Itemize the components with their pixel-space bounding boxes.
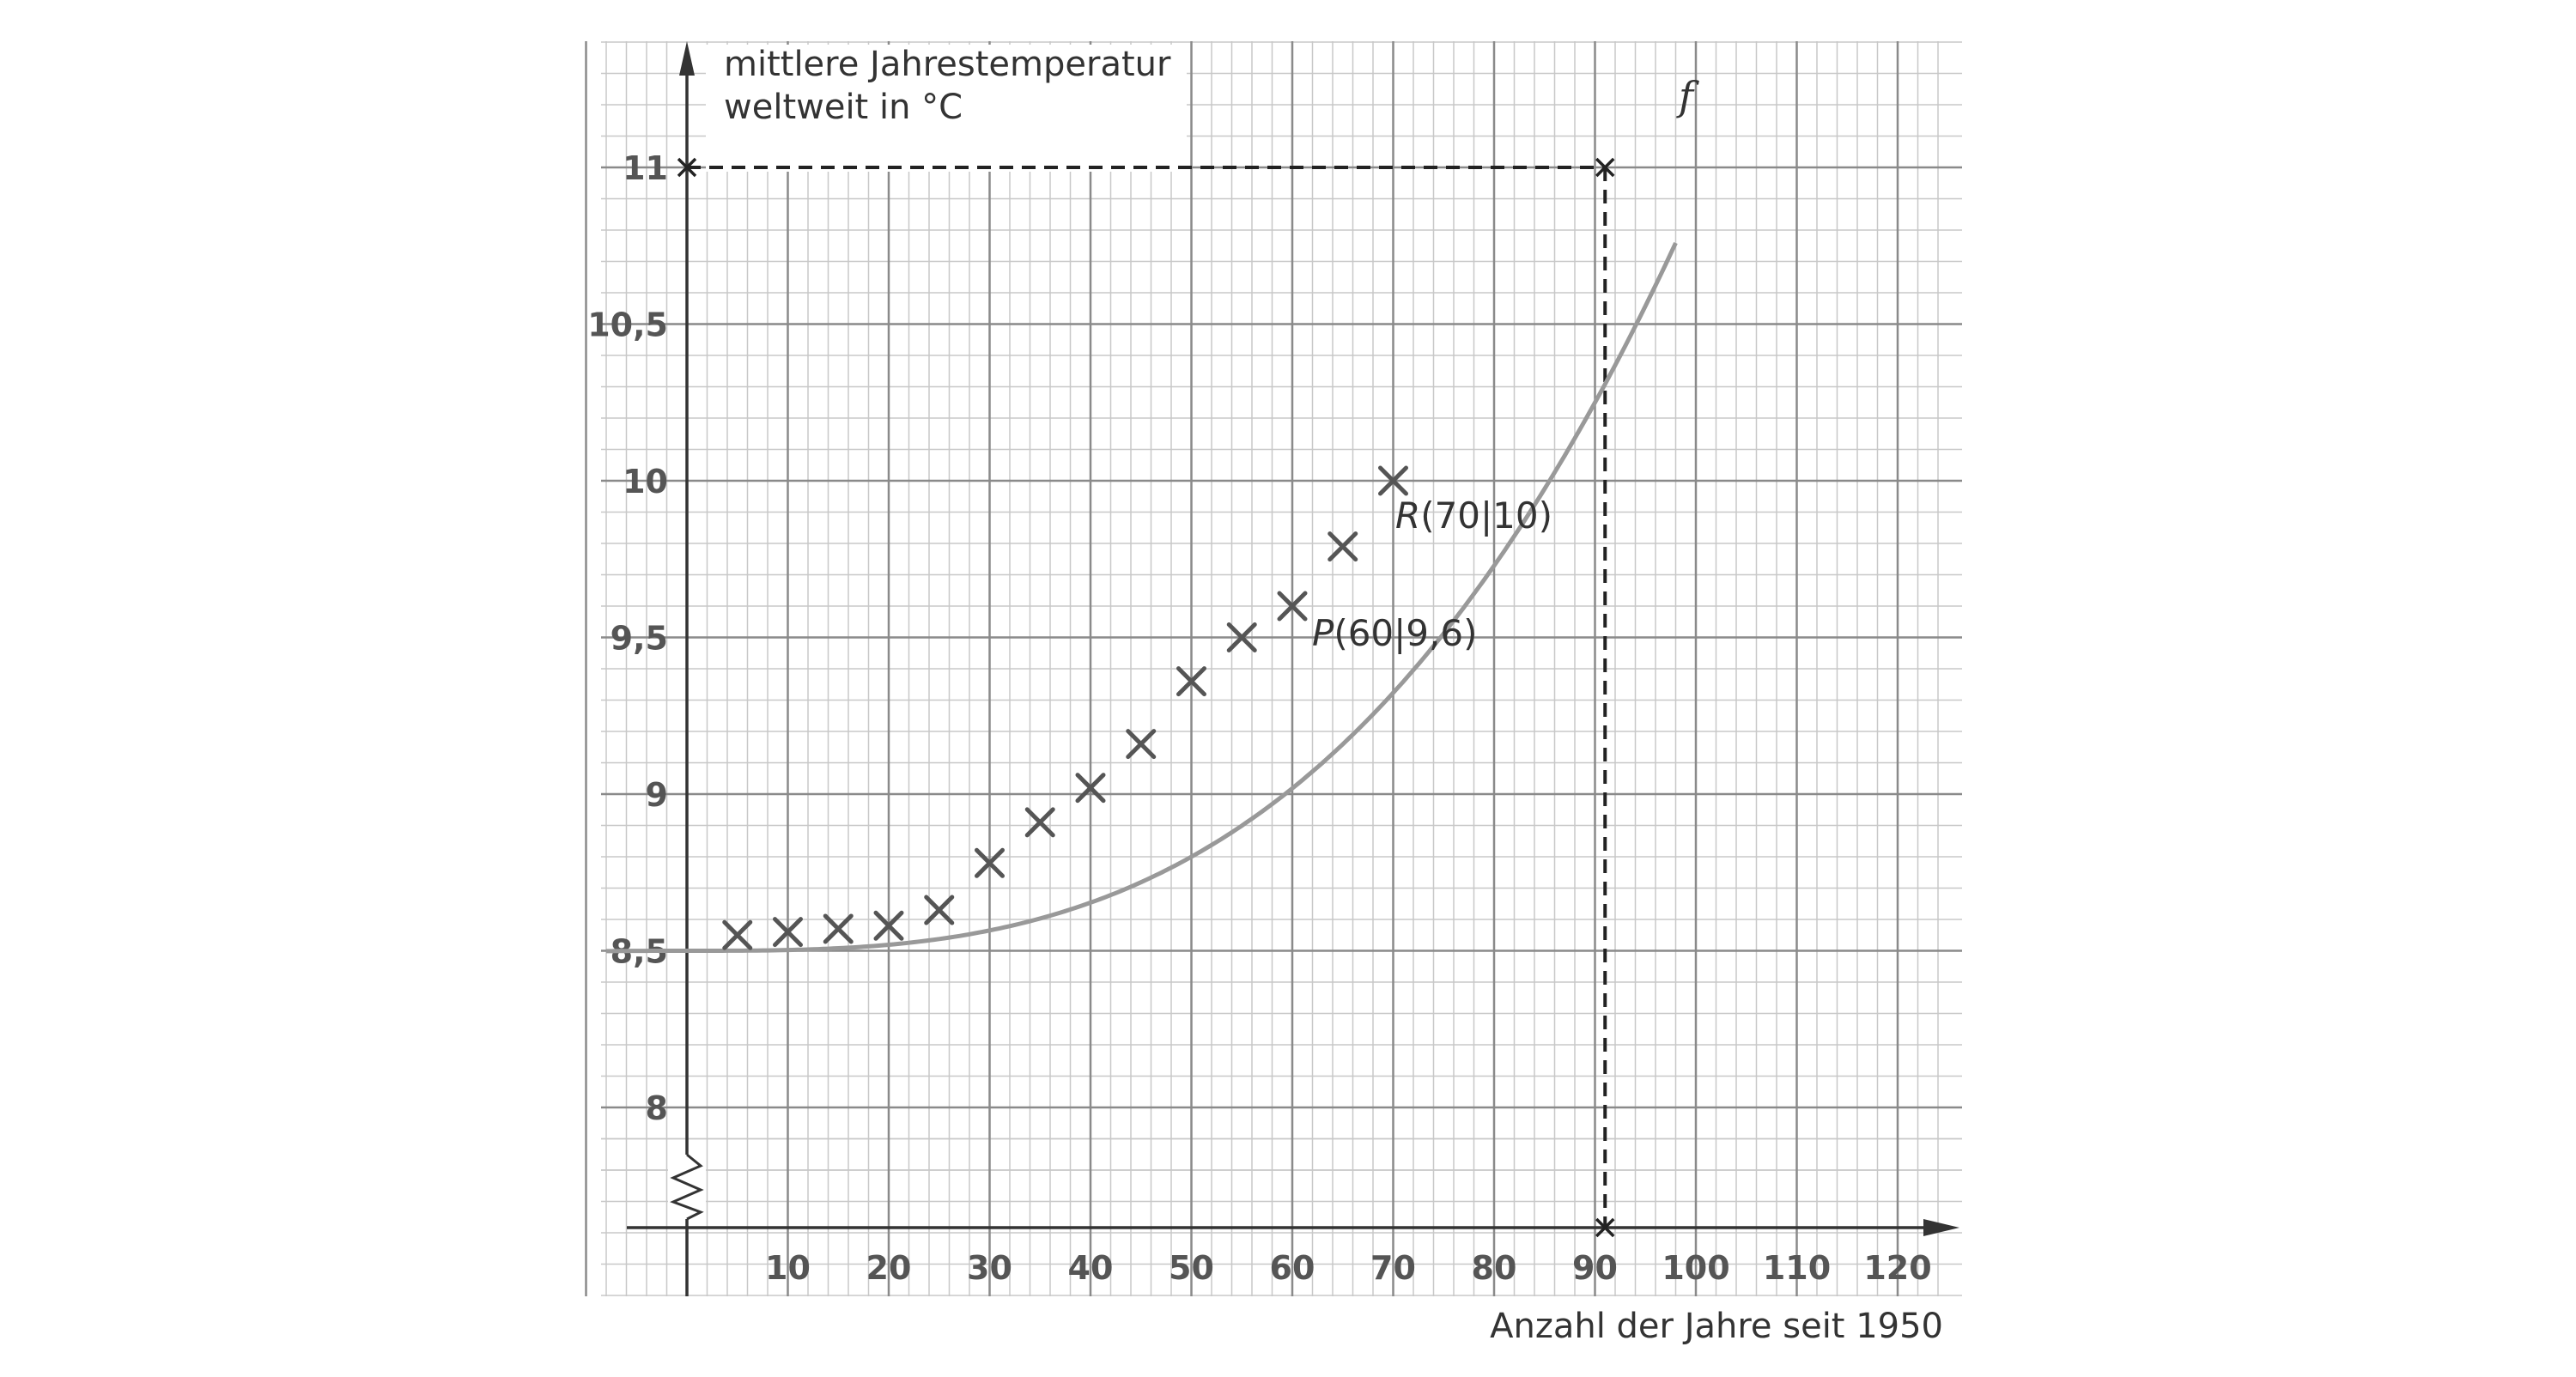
data-point-8 (1075, 773, 1106, 804)
x-tick-label: 70 (1370, 1249, 1416, 1287)
y-tick-label: 10,5 (587, 306, 668, 344)
data-point-7 (1024, 807, 1055, 838)
data-point-14 (1378, 465, 1408, 496)
x-tick-label: 120 (1863, 1249, 1931, 1287)
x-tick-label: 60 (1270, 1249, 1315, 1287)
reference-lines (677, 157, 1615, 1238)
y-tick-label: 8 (646, 1089, 668, 1127)
data-point-6 (975, 847, 1005, 878)
data-points (722, 465, 1408, 950)
y-tick-label: 11 (623, 149, 668, 187)
annotation-P: P(60|9,6) (1312, 612, 1478, 654)
x-tick-label: 40 (1068, 1249, 1114, 1287)
y-label-background (706, 45, 1187, 172)
annotation-R: R(70|10) (1395, 494, 1552, 537)
y-axis-arrow (679, 41, 695, 76)
axes (627, 41, 1959, 1296)
tick-labels: 10 20 30 40 50 60 70 80 90 100 110 12088,599,51010,… (587, 149, 1931, 1287)
x-tick-label: 110 (1763, 1249, 1831, 1287)
data-point-9 (1126, 729, 1157, 760)
data-point-10 (1176, 666, 1206, 697)
x-axis-title: Anzahl der Jahre seit 1950 (1490, 1307, 1943, 1346)
reference-marker-y (677, 157, 697, 178)
data-point-2 (773, 917, 803, 948)
x-tick-label: 90 (1572, 1249, 1618, 1287)
reference-marker-x (1595, 1217, 1615, 1238)
data-point-4 (873, 910, 904, 941)
x-tick-label: 20 (866, 1249, 912, 1287)
data-point-13 (1327, 531, 1358, 562)
y-axis-title-line1: mittlere Jahrestemperatur (724, 45, 1171, 84)
data-point-1 (722, 919, 753, 950)
data-point-5 (924, 895, 955, 925)
y-tick-label: 10 (623, 463, 668, 500)
x-tick-label: 80 (1472, 1249, 1517, 1287)
data-point-12 (1277, 591, 1308, 622)
axis-break-zigzag (670, 1153, 704, 1221)
x-tick-label: 100 (1662, 1249, 1729, 1287)
y-axis-title-line2: weltweit in °C (724, 88, 963, 127)
data-point-11 (1226, 622, 1257, 652)
reference-marker-corner (1595, 157, 1615, 178)
x-tick-label: 10 (765, 1249, 811, 1287)
y-tick-label: 9,5 (611, 620, 668, 658)
x-tick-label: 50 (1169, 1249, 1214, 1287)
curve-f (606, 241, 1678, 954)
x-tick-label: 30 (967, 1249, 1012, 1287)
data-point-3 (823, 913, 854, 944)
x-axis-arrow (1923, 1219, 1959, 1236)
y-tick-label: 9 (646, 776, 668, 814)
major-grid (585, 41, 1962, 1296)
